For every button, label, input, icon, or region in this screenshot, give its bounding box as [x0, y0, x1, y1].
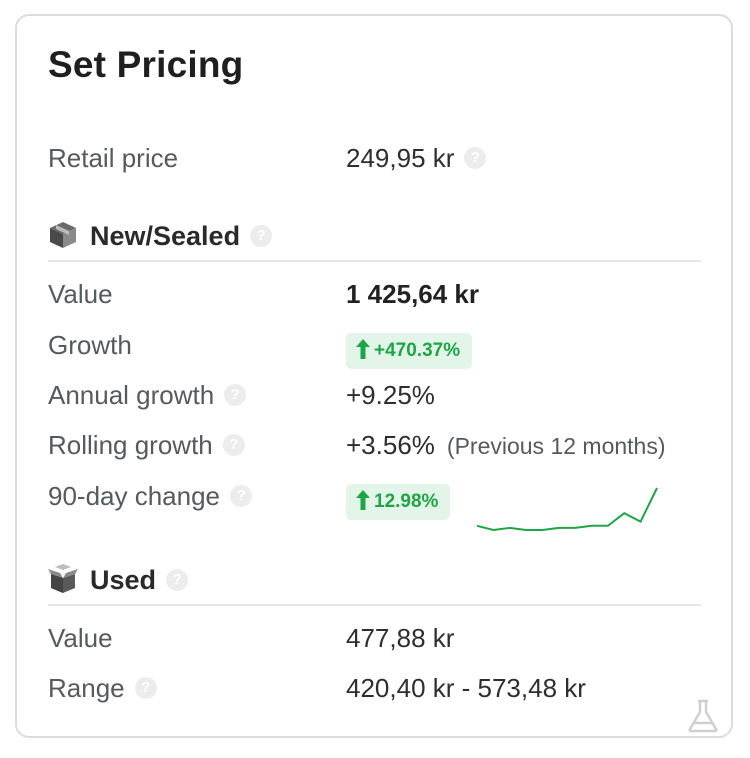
- annual-growth-row: Annual growth? +9.25%: [48, 375, 701, 415]
- annual-growth-label: Annual growth?: [48, 375, 247, 415]
- used-section-header: Used?: [48, 558, 701, 606]
- help-icon[interactable]: ?: [166, 568, 189, 591]
- help-icon[interactable]: ?: [250, 224, 273, 247]
- rolling-growth-percent: +3.56%: [346, 430, 435, 460]
- new-sealed-section-header: New/Sealed?: [48, 214, 701, 262]
- ninety-day-change-value: 12.98%: [346, 476, 451, 520]
- new-value-amount: 1 425,64 kr: [346, 279, 480, 309]
- used-range-label: Range?: [48, 668, 157, 708]
- rolling-growth-label: Rolling growth?: [48, 425, 245, 465]
- annual-growth-value: +9.25%: [346, 380, 435, 410]
- help-icon[interactable]: ?: [464, 147, 487, 170]
- growth-percent: +470.37%: [374, 340, 461, 361]
- ninety-day-percent: 12.98%: [374, 491, 439, 512]
- new-sealed-heading-text: New/Sealed: [90, 221, 241, 251]
- retail-price-label: Retail price: [48, 143, 179, 173]
- ninety-day-change-label: 90-day change?: [48, 476, 253, 516]
- new-value-label: Value: [48, 279, 113, 309]
- arrow-up-icon: [356, 489, 370, 510]
- annual-growth-label-text: Annual growth: [48, 380, 215, 410]
- help-icon[interactable]: ?: [222, 434, 245, 457]
- ninety-day-change-row: 90-day change? 12.98%: [48, 476, 701, 520]
- ninety-day-badge: 12.98%: [346, 484, 451, 520]
- used-value-amount: 477,88 kr: [346, 623, 455, 653]
- used-heading: Used?: [48, 562, 189, 598]
- growth-value: +470.37%: [346, 325, 473, 369]
- used-range-label-text: Range: [48, 673, 125, 703]
- ninety-day-change-label-text: 90-day change: [48, 481, 221, 511]
- flask-icon[interactable]: [685, 698, 721, 734]
- rolling-growth-label-text: Rolling growth: [48, 430, 213, 460]
- ninety-day-sparkline: [476, 487, 658, 532]
- sparkline-line: [476, 487, 658, 532]
- used-value-row: Value 477,88 kr: [48, 618, 701, 658]
- new-sealed-heading: New/Sealed?: [48, 218, 273, 254]
- card-title: Set Pricing: [48, 44, 244, 85]
- used-value-label: Value: [48, 623, 113, 653]
- open-box-icon: [48, 563, 78, 593]
- help-icon[interactable]: ?: [230, 485, 253, 508]
- help-icon[interactable]: ?: [134, 677, 157, 700]
- sealed-box-icon: [50, 221, 76, 248]
- rolling-growth-row: Rolling growth? +3.56% (Previous 12 month…: [48, 425, 701, 465]
- growth-badge: +470.37%: [346, 333, 473, 369]
- retail-price-row: Retail price 249,95 kr?: [48, 138, 701, 178]
- growth-row: Growth +470.37%: [48, 325, 701, 369]
- rolling-growth-value: +3.56% (Previous 12 months): [346, 425, 666, 466]
- retail-price-amount: 249,95 kr: [346, 143, 455, 173]
- help-icon[interactable]: ?: [224, 384, 247, 407]
- arrow-up-icon: [356, 338, 370, 359]
- used-range-value: 420,40 kr - 573,48 kr: [346, 673, 586, 703]
- retail-price-value: 249,95 kr?: [346, 138, 487, 178]
- used-heading-text: Used: [90, 565, 157, 595]
- used-range-row: Range? 420,40 kr - 573,48 kr: [48, 668, 701, 708]
- rolling-growth-note: (Previous 12 months): [446, 433, 666, 459]
- growth-label: Growth: [48, 330, 132, 360]
- set-pricing-card: Set Pricing Retail price 249,95 kr? New/…: [15, 14, 733, 738]
- new-value-row: Value 1 425,64 kr: [48, 274, 701, 314]
